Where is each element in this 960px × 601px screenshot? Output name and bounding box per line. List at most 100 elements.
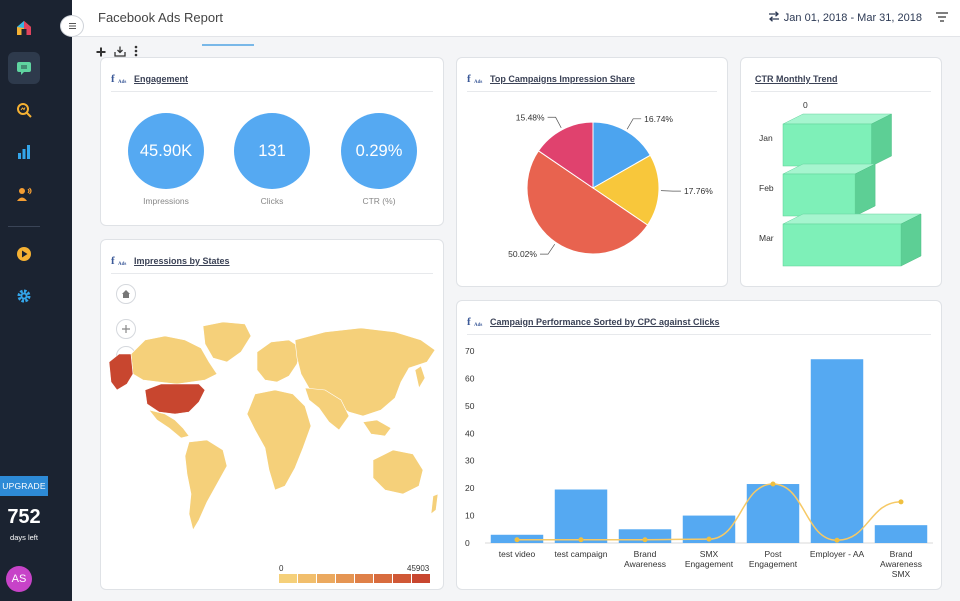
ctr-monthly-trend-chart[interactable]: 0 Jan Feb Mar	[741, 96, 943, 286]
pie-slice-label: 17.76%	[684, 186, 713, 196]
clicks-point[interactable]	[514, 537, 520, 543]
clicks-point[interactable]	[642, 537, 648, 543]
top-bar: Facebook Ads Report Jan 01, 2018 - Mar 3…	[72, 0, 960, 37]
ctr-axis-label: 0	[803, 100, 808, 110]
legend-swatch	[317, 574, 335, 583]
ctr-bar[interactable]	[782, 223, 902, 267]
legend-swatch	[393, 574, 411, 583]
ctr-category-label: Jan	[759, 133, 773, 143]
date-range-text: Jan 01, 2018 - Mar 31, 2018	[783, 12, 922, 24]
map-home-button[interactable]	[116, 284, 136, 304]
map-zoom-in-button[interactable]	[116, 319, 136, 339]
main-area: Facebook Ads Report Jan 01, 2018 - Mar 3…	[60, 0, 960, 601]
pie-slice[interactable]	[592, 154, 660, 226]
pie-label-connector	[626, 118, 642, 130]
pie-slice-label: 15.48%	[516, 112, 545, 122]
ctr-metric: 0.29%	[341, 113, 417, 189]
y-tick-label: 20	[465, 483, 475, 493]
impressions-label: Impressions	[143, 196, 189, 206]
swap-arrows-icon	[768, 11, 780, 25]
search-analytics-icon[interactable]	[8, 94, 40, 126]
legend-swatch	[374, 574, 392, 583]
world-map[interactable]	[105, 318, 441, 548]
engagement-card: f Ads Engagement 45.90K Impressions 131 C…	[100, 57, 444, 226]
ctr-label: CTR (%)	[362, 196, 396, 206]
days-left-label: days left	[10, 533, 38, 542]
more-options-icon[interactable]	[134, 44, 138, 62]
bar-chart-icon[interactable]	[8, 136, 40, 168]
card-title[interactable]: Engagement	[134, 73, 189, 84]
pie-slice[interactable]	[526, 150, 649, 255]
days-left-count: 752	[7, 506, 41, 528]
y-tick-label: 10	[465, 511, 475, 521]
facebook-ads-logo: f Ads	[111, 254, 127, 267]
legend-swatch	[412, 574, 430, 583]
y-tick-label: 0	[465, 538, 470, 548]
ctr-bar-top	[782, 213, 922, 225]
x-category-label: SMX	[700, 549, 719, 559]
pie-slice[interactable]	[592, 121, 651, 189]
card-title[interactable]: Campaign Performance Sorted by CPC again…	[490, 316, 720, 327]
sidebar-toggle-button[interactable]	[60, 15, 84, 37]
pie-slice-label: 50.02%	[508, 249, 537, 259]
card-title[interactable]: Top Campaigns Impression Share	[490, 73, 635, 84]
card-header: f Ads Engagement	[111, 66, 433, 92]
y-tick-label: 60	[465, 373, 475, 383]
clicks-point[interactable]	[898, 499, 904, 505]
active-tab-indicator	[202, 44, 254, 46]
ctr-bar[interactable]	[782, 173, 856, 217]
ctr-category-label: Feb	[759, 183, 774, 193]
play-icon[interactable]	[8, 238, 40, 270]
y-tick-label: 30	[465, 456, 475, 466]
home-icon	[122, 290, 130, 298]
card-title[interactable]: CTR Monthly Trend	[755, 73, 838, 84]
ctr-bar[interactable]	[782, 123, 872, 167]
card-header: f Ads Campaign Performance Sorted by CPC …	[467, 309, 931, 335]
map-legend-max: 45903	[407, 564, 430, 573]
facebook-ads-logo: f Ads	[111, 72, 127, 85]
clicks-point[interactable]	[706, 536, 712, 542]
card-header: f Ads Top Campaigns Impression Share	[467, 66, 717, 92]
x-category-label: Employer - AA	[810, 549, 865, 559]
card-title[interactable]: Impressions by States	[134, 255, 230, 266]
home-icon[interactable]	[8, 12, 40, 44]
date-range-picker[interactable]: Jan 01, 2018 - Mar 31, 2018	[768, 11, 922, 25]
impression-share-pie-chart[interactable]: 16.74% 17.76% 50.02% 15.48%	[457, 98, 729, 283]
map-legend-min: 0	[279, 564, 284, 573]
add-icon[interactable]	[96, 44, 106, 62]
clicks-point[interactable]	[834, 537, 840, 543]
chat-icon[interactable]	[8, 52, 40, 84]
upgrade-button[interactable]: UPGRADE	[0, 476, 48, 496]
pie-label-connector	[547, 116, 562, 129]
filter-icon[interactable]	[934, 9, 950, 25]
users-voice-icon[interactable]	[8, 178, 40, 210]
card-header: CTR Monthly Trend	[751, 66, 931, 92]
campaign-bar[interactable]	[746, 484, 800, 543]
avatar[interactable]: AS	[6, 566, 32, 592]
campaign-bar[interactable]	[874, 525, 928, 543]
plus-icon	[122, 325, 130, 333]
sidebar-edge	[48, 0, 72, 601]
toolbar	[96, 44, 138, 62]
download-icon[interactable]	[114, 44, 126, 62]
clicks-point[interactable]	[770, 481, 776, 487]
clicks-point[interactable]	[578, 537, 584, 543]
pie-slice[interactable]	[537, 121, 594, 189]
legend-swatch	[355, 574, 373, 583]
x-category-label: Brand	[890, 549, 913, 559]
x-category-label: Post	[764, 549, 782, 559]
gear-icon[interactable]	[8, 280, 40, 312]
facebook-ads-logo: f Ads	[467, 72, 483, 85]
legend-swatch	[336, 574, 354, 583]
x-category-label: test video	[499, 549, 536, 559]
facebook-ads-logo: f Ads	[467, 315, 483, 328]
impressions-metric: 45.90K	[128, 113, 204, 189]
campaign-performance-chart[interactable]: 0 10 20 30 40 50 60 70 test video test campaign Br…	[457, 339, 943, 589]
x-category-label: Awareness	[624, 559, 666, 569]
campaign-bar[interactable]	[810, 359, 864, 543]
campaign-bar[interactable]	[554, 489, 608, 543]
legend-swatch	[298, 574, 316, 583]
legend-swatch	[279, 574, 297, 583]
campaign-performance-card: f Ads Campaign Performance Sorted by CPC …	[456, 300, 942, 590]
page-title: Facebook Ads Report	[98, 10, 224, 25]
